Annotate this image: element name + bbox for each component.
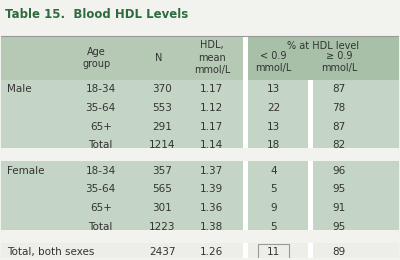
Bar <box>1 80 399 99</box>
Text: 18-34: 18-34 <box>86 166 116 176</box>
Text: 5: 5 <box>270 222 277 232</box>
Bar <box>308 180 313 199</box>
Bar <box>1 230 399 236</box>
Bar <box>308 218 313 236</box>
Text: 1.26: 1.26 <box>200 247 224 257</box>
Bar <box>1 161 399 180</box>
Text: Table 15.  Blood HDL Levels: Table 15. Blood HDL Levels <box>5 8 189 21</box>
Bar <box>243 199 248 218</box>
Text: Total: Total <box>88 140 113 150</box>
Text: 78: 78 <box>332 103 346 113</box>
Bar <box>243 243 248 260</box>
Text: 91: 91 <box>332 203 346 213</box>
Bar <box>1 180 399 199</box>
Text: ≥ 0.9
mmol/L: ≥ 0.9 mmol/L <box>321 50 357 73</box>
Text: 565: 565 <box>152 184 172 194</box>
Text: 1214: 1214 <box>149 140 176 150</box>
Text: Age
group: Age group <box>82 47 111 69</box>
Text: Total: Total <box>88 222 113 232</box>
Text: 13: 13 <box>267 84 280 94</box>
FancyBboxPatch shape <box>258 244 289 260</box>
Text: 1.12: 1.12 <box>200 103 224 113</box>
Text: 65+: 65+ <box>90 121 112 132</box>
Text: 1.17: 1.17 <box>200 84 224 94</box>
Bar <box>308 117 313 136</box>
Text: 2437: 2437 <box>149 247 176 257</box>
Bar <box>243 80 248 99</box>
Text: 1.39: 1.39 <box>200 184 224 194</box>
Bar <box>243 136 248 155</box>
Bar <box>1 199 399 218</box>
Text: 9: 9 <box>270 203 277 213</box>
Bar <box>308 243 313 260</box>
Text: 1.14: 1.14 <box>200 140 224 150</box>
Bar <box>243 36 248 80</box>
Text: 301: 301 <box>152 203 172 213</box>
Text: 82: 82 <box>332 140 346 150</box>
Text: 89: 89 <box>332 247 346 257</box>
Text: N: N <box>155 53 162 63</box>
Bar <box>243 180 248 199</box>
Text: Total, both sexes: Total, both sexes <box>7 247 95 257</box>
Bar <box>243 99 248 117</box>
Text: 11: 11 <box>267 247 280 257</box>
Bar <box>308 80 313 99</box>
Text: 35-64: 35-64 <box>86 184 116 194</box>
Text: 22: 22 <box>267 103 280 113</box>
Bar <box>308 136 313 155</box>
Text: % at HDL level: % at HDL level <box>287 41 359 51</box>
Bar <box>248 36 399 80</box>
Bar <box>1 36 399 80</box>
Text: 553: 553 <box>152 103 172 113</box>
Text: 18: 18 <box>267 140 280 150</box>
Text: 5: 5 <box>270 184 277 194</box>
Text: 370: 370 <box>152 84 172 94</box>
Bar <box>308 161 313 180</box>
Text: < 0.9
mmol/L: < 0.9 mmol/L <box>255 50 292 73</box>
Text: 95: 95 <box>332 222 346 232</box>
Bar <box>1 136 399 155</box>
Text: 65+: 65+ <box>90 203 112 213</box>
Bar <box>308 199 313 218</box>
Text: 357: 357 <box>152 166 172 176</box>
Text: Female: Female <box>7 166 45 176</box>
Bar <box>1 218 399 236</box>
Bar <box>308 99 313 117</box>
Text: 1.38: 1.38 <box>200 222 224 232</box>
Text: Male: Male <box>7 84 32 94</box>
Text: 1223: 1223 <box>149 222 176 232</box>
Bar <box>1 148 399 155</box>
Text: 1.36: 1.36 <box>200 203 224 213</box>
Text: 4: 4 <box>270 166 277 176</box>
Text: 1.17: 1.17 <box>200 121 224 132</box>
Text: 13: 13 <box>267 121 280 132</box>
Text: 291: 291 <box>152 121 172 132</box>
Bar <box>1 99 399 117</box>
Text: 18-34: 18-34 <box>86 84 116 94</box>
Text: HDL,
mean
mmol/L: HDL, mean mmol/L <box>194 41 230 75</box>
Text: 87: 87 <box>332 84 346 94</box>
Bar <box>243 218 248 236</box>
Text: 95: 95 <box>332 184 346 194</box>
Text: 35-64: 35-64 <box>86 103 116 113</box>
Bar <box>1 243 399 260</box>
Text: 87: 87 <box>332 121 346 132</box>
Text: 96: 96 <box>332 166 346 176</box>
Bar <box>243 161 248 180</box>
Text: 1.37: 1.37 <box>200 166 224 176</box>
Bar <box>243 117 248 136</box>
Bar <box>1 117 399 136</box>
